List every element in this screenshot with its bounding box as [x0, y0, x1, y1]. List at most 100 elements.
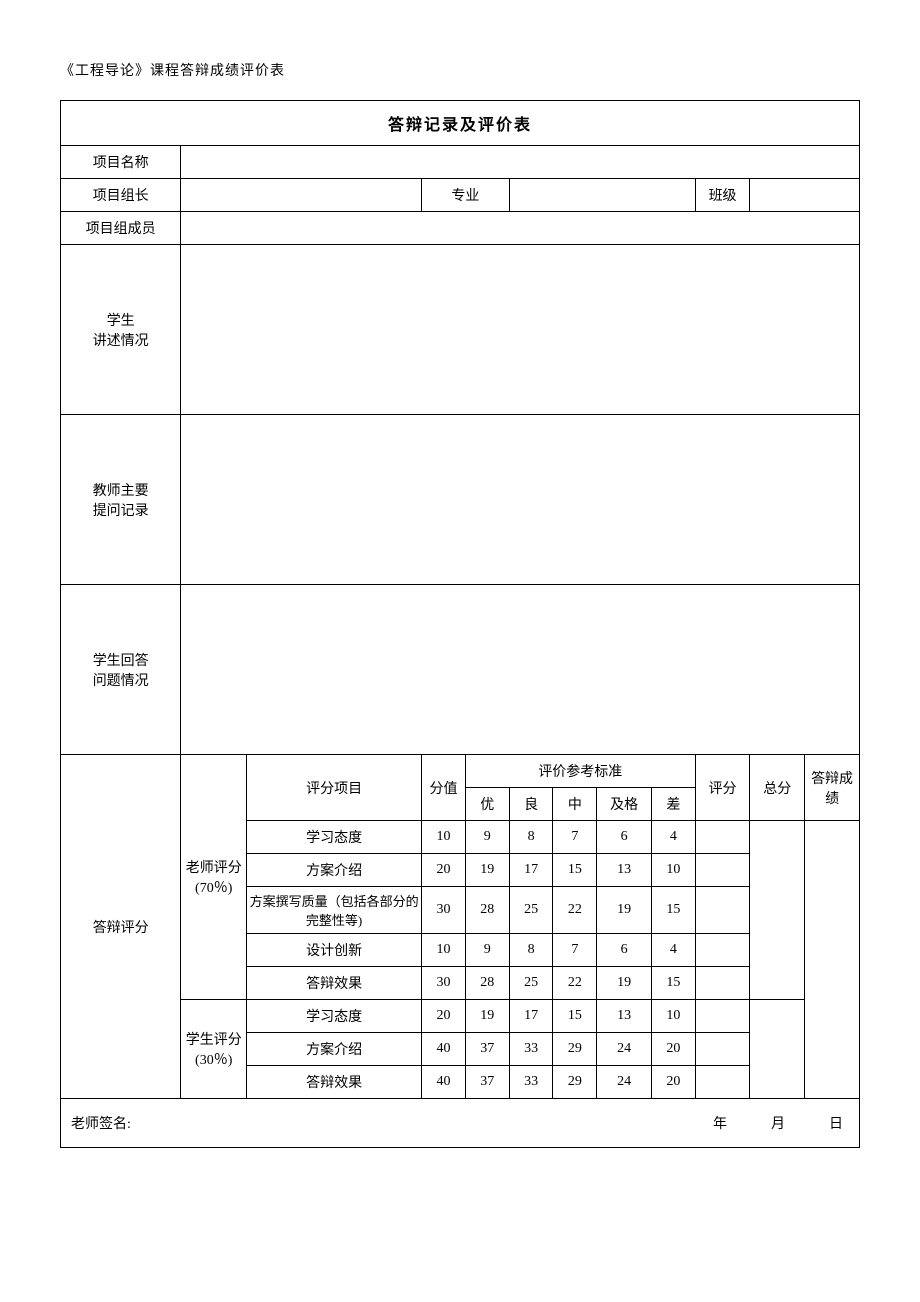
header-defense-grade: 答辩成绩: [805, 755, 860, 821]
teacher-item-val: 4: [651, 821, 695, 854]
document-title: 《工程导论》课程答辩成绩评价表: [60, 60, 860, 80]
label-project-leader: 项目组长: [61, 179, 181, 212]
evaluation-table: 答辩记录及评价表 项目名称 项目组长 专业 班级 项目组成员 学生 讲述情况 教…: [60, 100, 860, 1148]
signature-label: 老师签名:: [71, 1117, 131, 1132]
student-item-val: 37: [465, 1033, 509, 1066]
teacher-item-val: 9: [465, 821, 509, 854]
field-class: [750, 179, 860, 212]
student-item-val: 24: [597, 1033, 652, 1066]
student-total: [750, 1000, 805, 1099]
teacher-item-val: 8: [509, 934, 553, 967]
header-grade-1: 良: [509, 788, 553, 821]
label-project-name: 项目名称: [61, 146, 181, 179]
student-item-score: [695, 1066, 750, 1099]
teacher-item-score: [695, 854, 750, 887]
label-teacher-score: 老师评分(70％): [181, 755, 247, 1000]
teacher-item-name: 设计创新: [247, 934, 422, 967]
header-grade-3: 及格: [597, 788, 652, 821]
student-item-max: 40: [422, 1033, 466, 1066]
teacher-item-val: 9: [465, 934, 509, 967]
student-item-val: 17: [509, 1000, 553, 1033]
label-student-score: 学生评分(30％): [181, 1000, 247, 1099]
student-item-val: 29: [553, 1066, 597, 1099]
defense-grade: [805, 821, 860, 1099]
label-teacher-questions: 教师主要 提问记录: [61, 415, 181, 585]
field-student-answers: [181, 585, 860, 755]
teacher-item-val: 19: [597, 887, 652, 934]
label-student-answers: 学生回答 问题情况: [61, 585, 181, 755]
field-members: [181, 212, 860, 245]
teacher-item-val: 10: [651, 854, 695, 887]
teacher-item-name: 答辩效果: [247, 967, 422, 1000]
header-max: 分值: [422, 755, 466, 821]
student-item-name: 答辩效果: [247, 1066, 422, 1099]
teacher-item-val: 6: [597, 821, 652, 854]
teacher-item-name: 学习态度: [247, 821, 422, 854]
student-item-val: 10: [651, 1000, 695, 1033]
student-item-val: 13: [597, 1000, 652, 1033]
teacher-item-val: 8: [509, 821, 553, 854]
header-item: 评分项目: [247, 755, 422, 821]
teacher-item-val: 19: [597, 967, 652, 1000]
header-score: 评分: [695, 755, 750, 821]
teacher-item-score: [695, 967, 750, 1000]
header-grade-4: 差: [651, 788, 695, 821]
field-teacher-questions: [181, 415, 860, 585]
header-ref-std: 评价参考标准: [465, 755, 695, 788]
label-major: 专业: [422, 179, 510, 212]
field-student-presentation: [181, 245, 860, 415]
teacher-item-val: 19: [465, 854, 509, 887]
teacher-item-val: 6: [597, 934, 652, 967]
signature-row: 老师签名: 年 月 日: [61, 1099, 860, 1148]
student-item-val: 19: [465, 1000, 509, 1033]
header-grade-2: 中: [553, 788, 597, 821]
label-class: 班级: [695, 179, 750, 212]
table-title: 答辩记录及评价表: [61, 101, 860, 146]
label-student-presentation: 学生 讲述情况: [61, 245, 181, 415]
student-item-val: 24: [597, 1066, 652, 1099]
teacher-item-val: 15: [651, 967, 695, 1000]
teacher-item-val: 4: [651, 934, 695, 967]
teacher-item-score: [695, 934, 750, 967]
teacher-item-score: [695, 887, 750, 934]
teacher-item-max: 30: [422, 887, 466, 934]
student-item-val: 33: [509, 1066, 553, 1099]
teacher-item-val: 22: [553, 887, 597, 934]
teacher-item-max: 10: [422, 821, 466, 854]
student-item-val: 33: [509, 1033, 553, 1066]
student-item-val: 37: [465, 1066, 509, 1099]
label-defense-scoring: 答辩评分: [61, 755, 181, 1099]
teacher-item-name: 方案撰写质量（包括各部分的完整性等): [247, 887, 422, 934]
student-item-name: 方案介绍: [247, 1033, 422, 1066]
field-project-leader: [181, 179, 422, 212]
student-item-val: 15: [553, 1000, 597, 1033]
teacher-item-val: 7: [553, 934, 597, 967]
student-item-name: 学习态度: [247, 1000, 422, 1033]
teacher-item-max: 20: [422, 854, 466, 887]
teacher-item-val: 15: [553, 854, 597, 887]
teacher-item-val: 25: [509, 887, 553, 934]
teacher-item-val: 22: [553, 967, 597, 1000]
teacher-item-val: 28: [465, 887, 509, 934]
header-grade-0: 优: [465, 788, 509, 821]
teacher-item-val: 17: [509, 854, 553, 887]
student-item-max: 20: [422, 1000, 466, 1033]
teacher-item-val: 28: [465, 967, 509, 1000]
teacher-item-max: 10: [422, 934, 466, 967]
teacher-item-val: 13: [597, 854, 652, 887]
teacher-item-max: 30: [422, 967, 466, 1000]
teacher-item-val: 7: [553, 821, 597, 854]
student-item-val: 20: [651, 1066, 695, 1099]
student-item-score: [695, 1033, 750, 1066]
student-item-val: 29: [553, 1033, 597, 1066]
student-item-score: [695, 1000, 750, 1033]
teacher-total: [750, 821, 805, 1000]
teacher-item-score: [695, 821, 750, 854]
student-item-max: 40: [422, 1066, 466, 1099]
student-item-val: 20: [651, 1033, 695, 1066]
signature-date: 年 月 日: [713, 1113, 849, 1133]
header-total: 总分: [750, 755, 805, 821]
teacher-item-val: 15: [651, 887, 695, 934]
teacher-item-name: 方案介绍: [247, 854, 422, 887]
teacher-item-val: 25: [509, 967, 553, 1000]
